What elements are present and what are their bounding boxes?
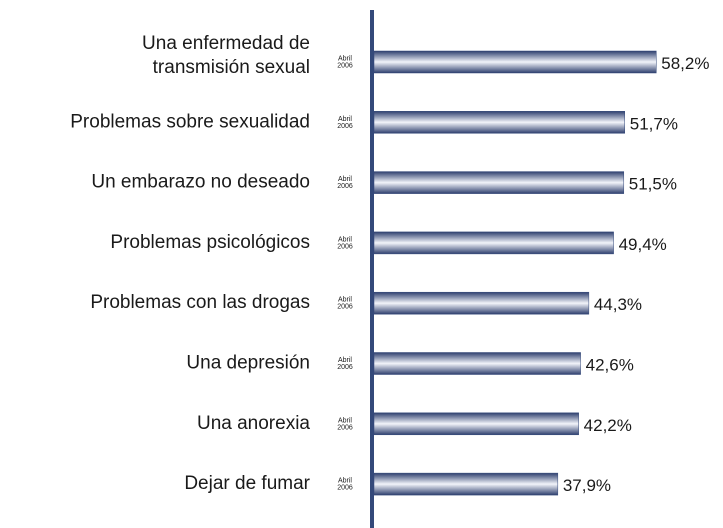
bar — [373, 171, 625, 194]
value-label: 44,3% — [594, 296, 642, 315]
category-label: Una enfermedad de transmisión sexual — [142, 33, 310, 78]
category-label: Dejar de fumar — [184, 473, 310, 494]
bar — [373, 352, 581, 375]
category-label: Problemas sobre sexualidad — [70, 111, 310, 132]
bar — [373, 50, 657, 74]
category-label: Problemas psicológicos — [110, 232, 310, 253]
period-label: Abril 2006 — [337, 357, 353, 371]
period-label: Abril 2006 — [337, 477, 353, 491]
period-label: Abril 2006 — [337, 176, 353, 190]
bar — [373, 291, 590, 315]
period-label: Abril 2006 — [337, 236, 353, 250]
value-label: 37,9% — [563, 477, 611, 496]
category-label: Una anorexia — [197, 413, 310, 434]
bar — [373, 111, 625, 134]
value-label: 51,5% — [629, 175, 677, 194]
category-label: Un embarazo no deseado — [91, 172, 310, 193]
bar — [373, 231, 614, 255]
value-label: 42,2% — [584, 416, 632, 435]
period-label: Abril 2006 — [337, 297, 353, 311]
period-label: Abril 2006 — [337, 55, 353, 69]
value-label: 49,4% — [619, 235, 667, 254]
category-label: Una depresión — [186, 353, 310, 374]
value-label: 51,7% — [630, 115, 678, 134]
bar — [373, 412, 579, 436]
period-label: Abril 2006 — [337, 417, 353, 431]
value-label: 42,6% — [586, 356, 634, 375]
bar — [373, 472, 559, 496]
value-label: 58,2% — [661, 54, 709, 73]
period-label: Abril 2006 — [337, 116, 353, 130]
category-label: Problemas con las drogas — [90, 292, 310, 313]
